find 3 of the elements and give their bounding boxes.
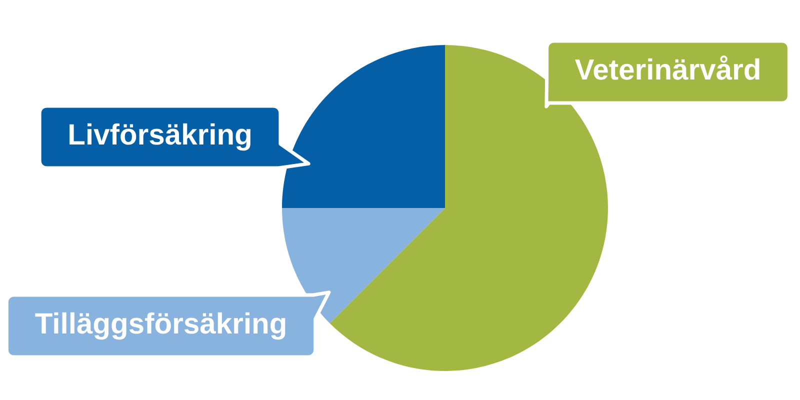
slice-label: Veterinärvård (574, 56, 760, 80)
slice-label: Tilläggsförsäkring (35, 312, 286, 340)
slice-label: Livförsäkring (70, 123, 250, 151)
